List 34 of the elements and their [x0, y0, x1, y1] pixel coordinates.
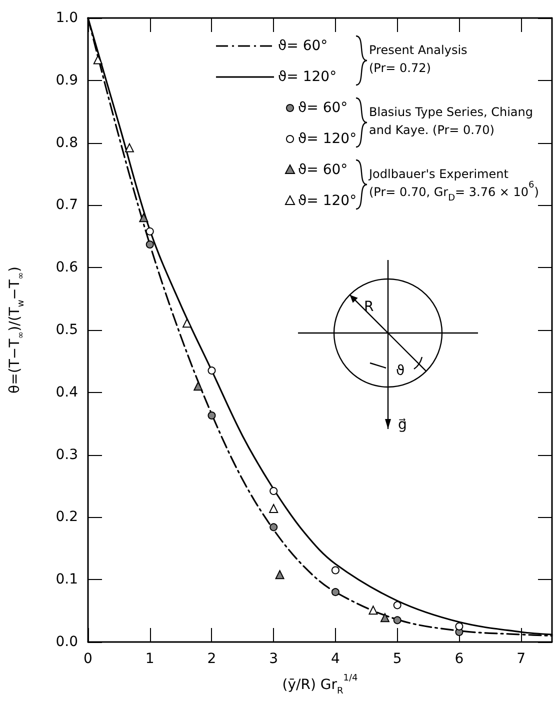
- annotation: Blasius Type Series, Chiang: [369, 105, 533, 119]
- annotation: R: [364, 299, 374, 315]
- y-tick-label: 0.2: [56, 509, 78, 526]
- x-tick-label: 2: [207, 651, 216, 667]
- legend-label: ϑ= 120°: [278, 69, 337, 85]
- legend-label: ϑ= 60°: [298, 100, 348, 116]
- x-tick-label: 1: [145, 651, 154, 667]
- x-tick-label: 3: [269, 651, 278, 667]
- legend-label: ϑ= 120°: [298, 131, 357, 147]
- x-tick-label: 7: [516, 651, 526, 667]
- y-tick-label: 0.8: [56, 134, 78, 151]
- legend-label: ϑ= 60°: [298, 162, 348, 178]
- annotation: ϑ: [396, 363, 405, 379]
- y-tick-label: 0.0: [56, 634, 78, 650]
- annotation: and Kaye. (Pr= 0.70): [369, 123, 494, 137]
- y-tick-label: 0.6: [56, 260, 78, 276]
- y-tick-label: 0.4: [56, 384, 78, 400]
- y-tick-label: 1.0: [56, 10, 78, 26]
- y-tick-label: 0.1: [56, 572, 78, 588]
- annotation: (Pr= 0.72): [369, 61, 431, 75]
- x-tick-label: 5: [392, 651, 402, 667]
- x-tick-label: 6: [454, 651, 464, 667]
- y-tick-label: 0.9: [56, 72, 78, 88]
- x-tick-label: 4: [331, 651, 340, 667]
- annotation: Jodlbauer's Experiment: [368, 167, 509, 181]
- legend-label: ϑ= 60°: [278, 38, 328, 54]
- y-axis-title: θ=(T−T∞)/(Tw−T∞): [7, 266, 26, 394]
- legend-label: ϑ= 120°: [298, 193, 357, 209]
- x-tick-label: 0: [84, 651, 92, 667]
- y-tick-label: 0.3: [56, 446, 78, 463]
- y-tick-label: 0.7: [56, 197, 78, 214]
- y-tick-label: 0.5: [56, 322, 78, 338]
- annotation: Present Analysis: [369, 43, 468, 57]
- annotation: g⃗: [398, 417, 407, 433]
